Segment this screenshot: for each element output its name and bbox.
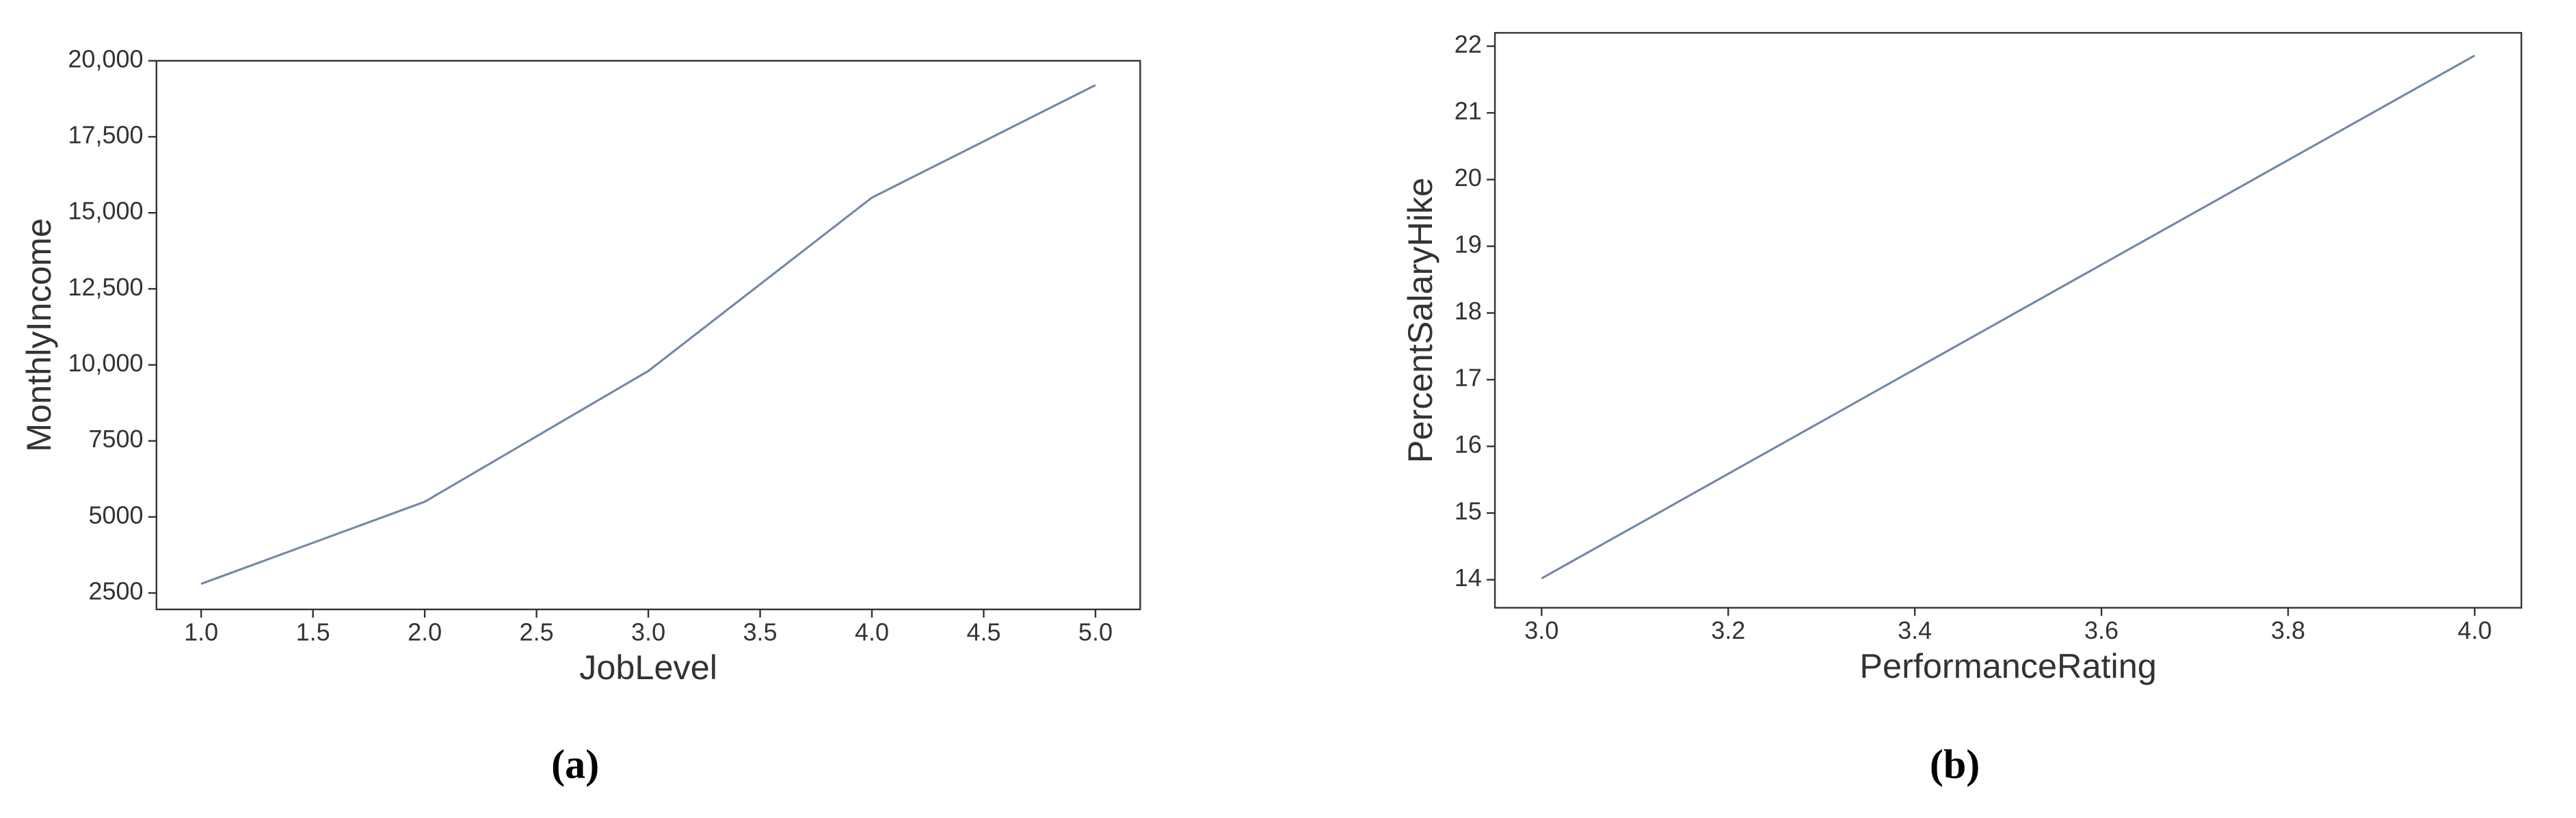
y-tick-label: 5000 xyxy=(88,501,143,529)
plot-frame xyxy=(1493,31,2523,609)
y-tick-label: 15 xyxy=(1455,497,1482,525)
y-tick-label: 12,500 xyxy=(68,273,143,301)
x-tick-label: 3.0 xyxy=(631,618,665,646)
x-tick-label: 3.4 xyxy=(1898,616,1932,644)
x-tick-label: 3.2 xyxy=(1711,616,1745,644)
x-tick-label: 3.6 xyxy=(2084,616,2119,644)
y-tick-label: 20,000 xyxy=(68,44,143,72)
x-tick-label: 4.0 xyxy=(2458,616,2492,644)
y-tick-label: 20 xyxy=(1455,163,1482,192)
y-tick-label: 14 xyxy=(1455,564,1482,592)
y-tick-label: 15,000 xyxy=(68,197,143,225)
x-tick-label: 3.5 xyxy=(743,618,778,646)
x-tick-label: 2.0 xyxy=(408,618,442,646)
x-tick-label: 4.5 xyxy=(966,618,1000,646)
y-tick-label: 19 xyxy=(1455,230,1482,259)
y-tick-label: 21 xyxy=(1455,97,1482,125)
x-tick-label: 2.5 xyxy=(520,618,554,646)
y-tick-label: 22 xyxy=(1455,30,1482,58)
caption: (b) xyxy=(1930,741,1980,787)
x-tick-label: 5.0 xyxy=(1078,618,1113,646)
y-tick-label: 10,000 xyxy=(68,349,143,377)
x-axis-label: JobLevel xyxy=(579,648,717,687)
y-tick-label: 17 xyxy=(1455,364,1482,392)
x-tick-label: 1.0 xyxy=(184,618,218,646)
y-tick-label: 16 xyxy=(1455,430,1482,458)
x-axis-label: PerformanceRating xyxy=(1859,646,2156,685)
data-line xyxy=(1541,54,2475,580)
y-tick-label: 2500 xyxy=(88,577,143,605)
caption: (a) xyxy=(551,741,599,787)
x-tick-label: 3.0 xyxy=(1524,616,1558,644)
y-tick-label: 17,500 xyxy=(68,121,143,149)
data-line xyxy=(200,84,1096,585)
y-axis-label: PercentSalaryHike xyxy=(1400,178,1439,464)
plot-frame xyxy=(155,60,1141,611)
y-tick-label: 7500 xyxy=(88,425,143,453)
x-tick-label: 4.0 xyxy=(855,618,889,646)
x-tick-label: 1.5 xyxy=(296,618,330,646)
x-tick-label: 3.8 xyxy=(2271,616,2305,644)
y-axis-label: MonthlyIncome xyxy=(19,218,58,452)
y-tick-label: 18 xyxy=(1455,297,1482,325)
